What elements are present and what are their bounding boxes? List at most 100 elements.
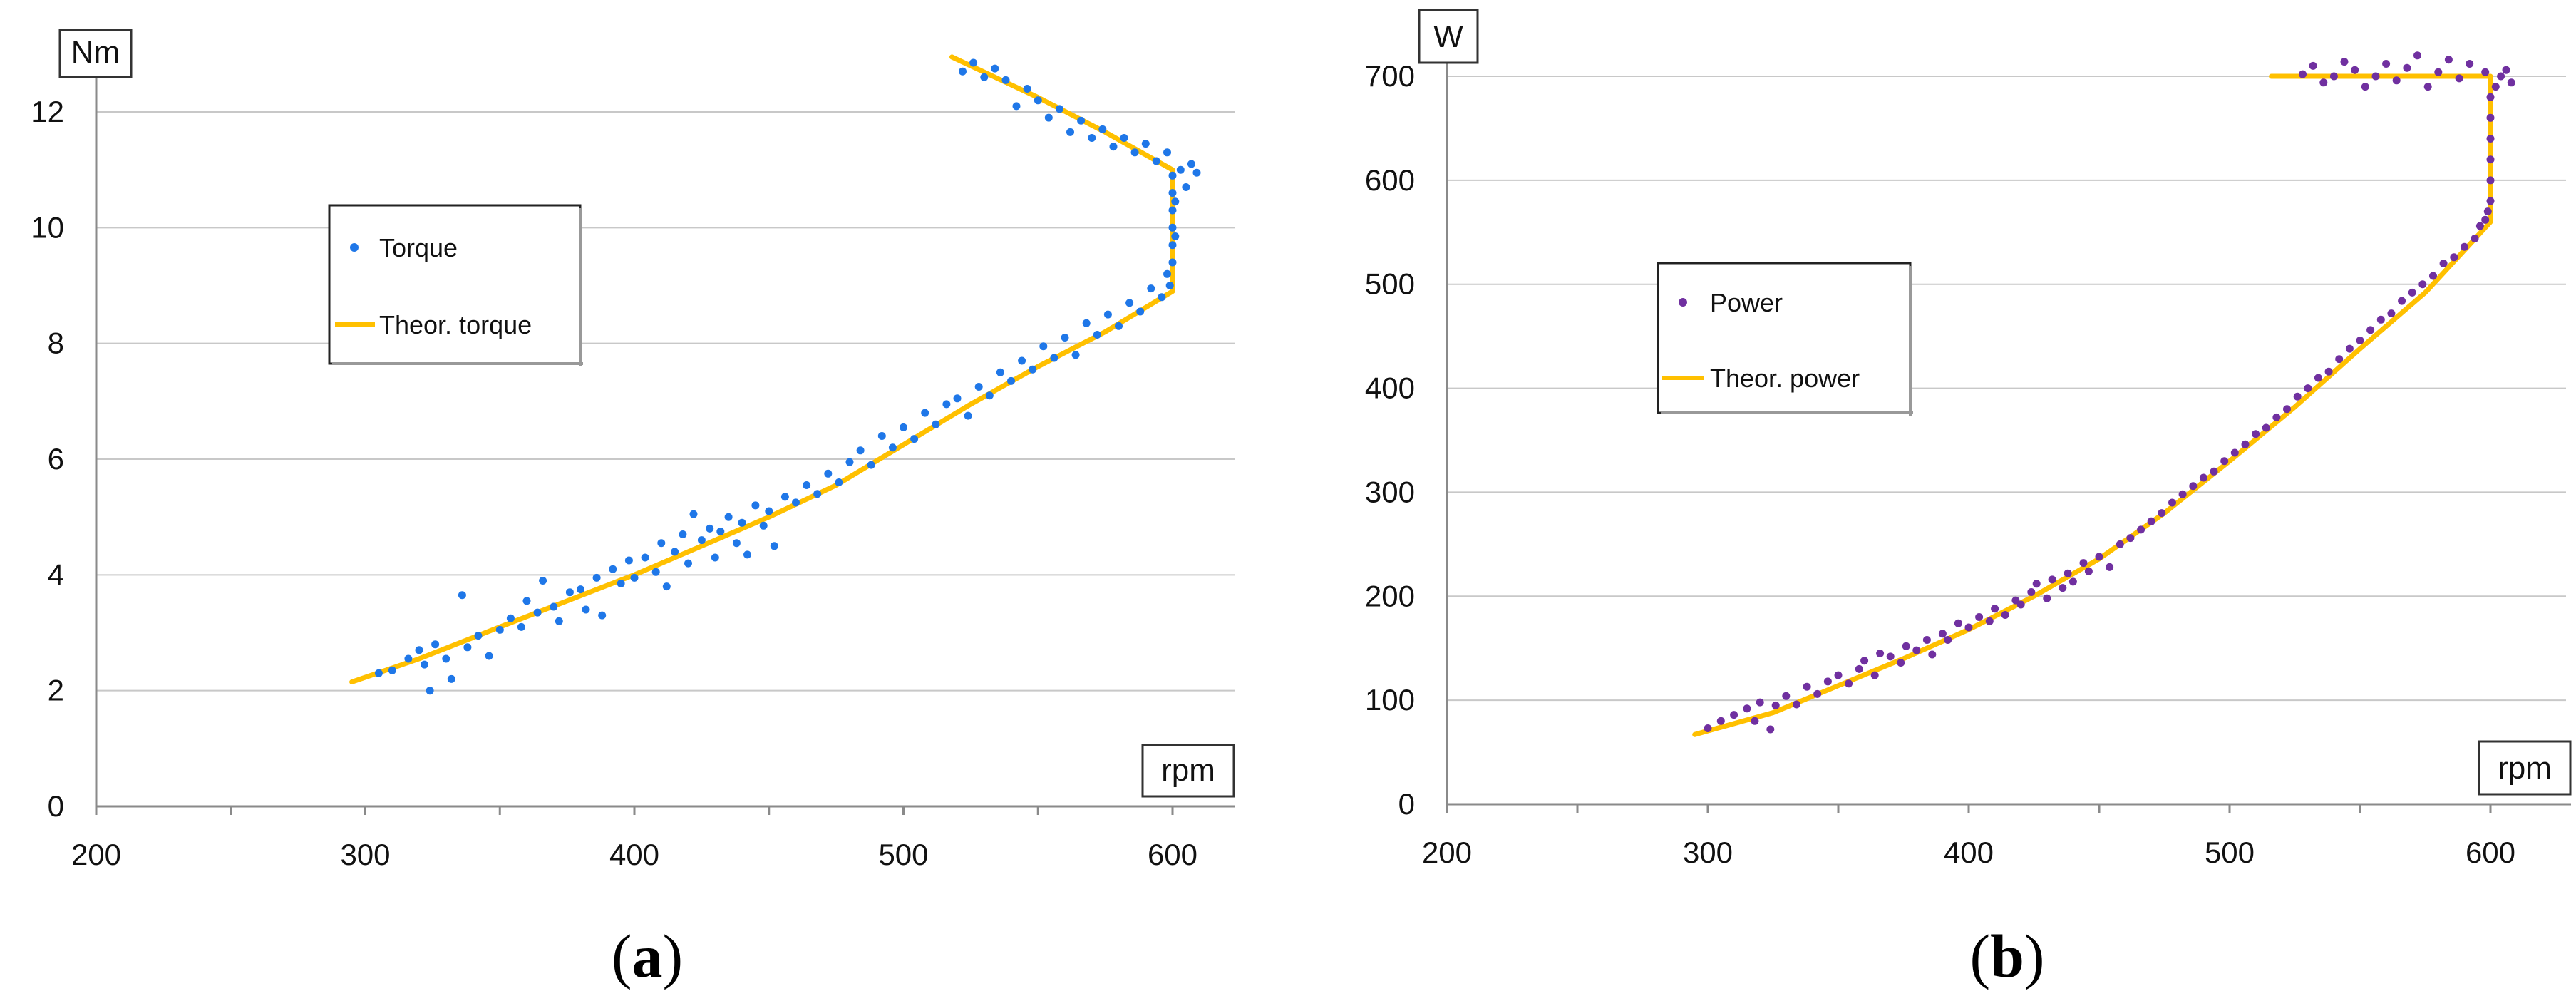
- torque-points: [374, 58, 1201, 695]
- power-x-unit: rpm: [2498, 751, 2552, 786]
- torque-data-point: [856, 446, 865, 455]
- torque-data-point: [388, 666, 396, 674]
- power-x-tick-label: 400: [1944, 836, 1994, 869]
- power-data-point: [2486, 155, 2495, 164]
- theor-power-legend-label: Theor. power: [1710, 364, 1860, 393]
- torque-data-point: [1093, 331, 1101, 339]
- torque-gridlines: [96, 111, 1235, 692]
- power-data-point: [2262, 423, 2270, 432]
- power-x-tick-label: 500: [2205, 836, 2255, 869]
- torque-data-point: [803, 481, 811, 489]
- torque-data-point: [1066, 128, 1074, 136]
- torque-chart: 200 300 400 500 600 0 2 4 6 8 10 12 Nm rpm Torque …: [31, 29, 1235, 990]
- power-data-point: [2403, 63, 2411, 72]
- power-data-point: [2439, 260, 2448, 267]
- power-data-point: [1886, 652, 1895, 661]
- torque-data-point: [624, 556, 633, 565]
- power-data-point: [2043, 594, 2051, 602]
- torque-data-point: [426, 687, 434, 695]
- torque-data-point: [582, 605, 590, 614]
- torque-data-point: [630, 573, 639, 582]
- power-data-point: [2064, 569, 2072, 577]
- torque-y-tick-label: 12: [31, 95, 64, 128]
- torque-data-point: [743, 550, 751, 559]
- power-data-point: [1938, 630, 1947, 638]
- theor-torque-line: [349, 54, 1175, 684]
- power-data-point: [2309, 61, 2317, 70]
- torque-data-point: [959, 67, 967, 76]
- torque-data-point: [835, 478, 843, 486]
- torque-data-point: [921, 409, 929, 417]
- power-data-point: [2084, 567, 2093, 575]
- torque-data-point: [1018, 356, 1026, 365]
- power-data-point: [2466, 60, 2474, 68]
- power-data-point: [1704, 724, 1712, 732]
- torque-data-point: [458, 591, 466, 600]
- torque-data-point: [910, 435, 919, 443]
- power-data-point: [2283, 405, 2291, 414]
- torque-data-point: [1176, 165, 1185, 174]
- torque-data-point: [942, 400, 951, 409]
- power-data-point: [2486, 176, 2495, 185]
- torque-data-point: [738, 518, 746, 527]
- torque-data-point: [780, 493, 789, 501]
- power-data-point: [2335, 355, 2344, 364]
- torque-data-point: [1182, 183, 1190, 191]
- torque-data-point: [1130, 148, 1139, 157]
- power-data-point: [2418, 280, 2427, 289]
- power-data-point: [2376, 315, 2385, 324]
- power-chart: 200 300 400 500 600 0 100 200 300 400 500 600 700 W…: [1365, 9, 2572, 990]
- power-data-point: [2502, 66, 2510, 74]
- torque-data-point: [1115, 322, 1123, 330]
- power-data-point: [1897, 659, 1905, 667]
- torque-data-point: [442, 654, 450, 663]
- torque-data-point: [1163, 269, 1171, 278]
- power-data-point: [1743, 704, 1751, 713]
- torque-data-point: [565, 588, 574, 597]
- torque-data-point: [969, 58, 978, 67]
- torque-data-point: [522, 597, 531, 605]
- power-y-tick-label: 500: [1365, 267, 1415, 301]
- power-data-point: [2340, 58, 2349, 66]
- power-data-point: [2272, 413, 2281, 421]
- torque-data-point: [684, 559, 692, 568]
- power-data-point: [2299, 70, 2307, 78]
- power-data-point: [1870, 671, 1879, 679]
- torque-data-point: [1023, 85, 1031, 93]
- power-x-ticks: 200 300 400 500 600: [1422, 804, 2515, 869]
- power-data-point: [2486, 135, 2495, 143]
- torque-data-point: [485, 652, 493, 660]
- power-data-point: [2475, 222, 2484, 230]
- power-data-point: [2137, 525, 2145, 534]
- torque-data-point: [592, 573, 601, 582]
- power-y-tick-label: 300: [1365, 475, 1415, 508]
- torque-data-point: [1171, 232, 1180, 240]
- torque-legend-marker: [350, 243, 359, 252]
- power-data-point: [2168, 498, 2176, 507]
- power-data-point: [2392, 76, 2401, 85]
- torque-data-point: [474, 632, 483, 640]
- power-legend-label: Power: [1710, 288, 1783, 317]
- torque-x-tick-label: 400: [609, 838, 659, 871]
- torque-data-point: [824, 469, 833, 478]
- power-data-point: [2371, 72, 2380, 81]
- power-data-point: [1944, 636, 1952, 644]
- torque-data-point: [974, 383, 983, 391]
- power-data-point: [2178, 490, 2187, 498]
- power-data-point: [1991, 605, 1999, 613]
- power-data-point: [2486, 93, 2495, 101]
- power-data-point: [2199, 473, 2207, 482]
- torque-data-point: [617, 580, 625, 587]
- power-y-tick-label: 400: [1365, 371, 1415, 405]
- power-data-point: [2210, 467, 2218, 476]
- torque-data-point: [1168, 241, 1177, 250]
- power-y-tick-label: 700: [1365, 59, 1415, 93]
- power-data-point: [2048, 575, 2056, 584]
- power-gridlines: [1447, 76, 2566, 702]
- torque-x-tick-label: 600: [1148, 838, 1197, 871]
- torque-data-point: [867, 461, 875, 469]
- power-data-point: [2387, 309, 2396, 318]
- power-y-tick-label: 100: [1365, 683, 1415, 717]
- torque-data-point: [991, 64, 999, 73]
- power-legend: Power Theor. power: [1657, 262, 1913, 416]
